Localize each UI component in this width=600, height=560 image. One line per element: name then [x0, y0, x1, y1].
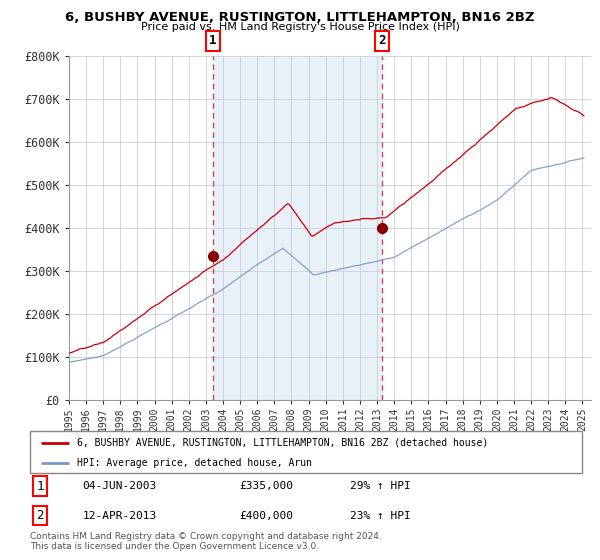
Text: 23% ↑ HPI: 23% ↑ HPI — [350, 511, 411, 521]
Text: 6, BUSHBY AVENUE, RUSTINGTON, LITTLEHAMPTON, BN16 2BZ (detached house): 6, BUSHBY AVENUE, RUSTINGTON, LITTLEHAMP… — [77, 438, 488, 448]
Text: £335,000: £335,000 — [240, 481, 294, 491]
Text: 1: 1 — [36, 479, 44, 493]
Text: 12-APR-2013: 12-APR-2013 — [82, 511, 157, 521]
Text: Price paid vs. HM Land Registry's House Price Index (HPI): Price paid vs. HM Land Registry's House … — [140, 22, 460, 32]
Text: 1: 1 — [209, 34, 217, 48]
Text: HPI: Average price, detached house, Arun: HPI: Average price, detached house, Arun — [77, 458, 312, 468]
Text: 2: 2 — [36, 509, 44, 522]
Text: £400,000: £400,000 — [240, 511, 294, 521]
Text: Contains HM Land Registry data © Crown copyright and database right 2024.
This d: Contains HM Land Registry data © Crown c… — [30, 532, 382, 552]
Text: 2: 2 — [378, 34, 386, 48]
Text: 6, BUSHBY AVENUE, RUSTINGTON, LITTLEHAMPTON, BN16 2BZ: 6, BUSHBY AVENUE, RUSTINGTON, LITTLEHAMP… — [65, 11, 535, 24]
Text: 04-JUN-2003: 04-JUN-2003 — [82, 481, 157, 491]
Bar — [213, 56, 382, 400]
Text: 29% ↑ HPI: 29% ↑ HPI — [350, 481, 411, 491]
